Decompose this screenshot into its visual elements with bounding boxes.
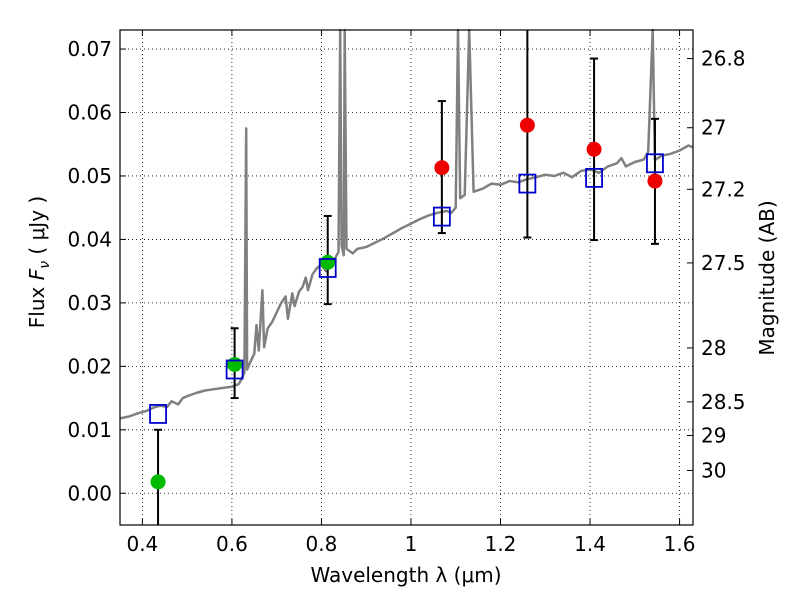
grid (120, 30, 693, 525)
observed-point (647, 173, 663, 189)
model-square-point (149, 404, 167, 424)
model-square-point (646, 153, 664, 174)
y-tick-label: 0.04 (67, 227, 112, 251)
x-tick-label: 1.4 (574, 532, 606, 556)
x-tick-label: 0.8 (306, 532, 338, 556)
observed-point (519, 117, 535, 133)
x-tick-label: 0.4 (126, 532, 158, 556)
y2-tick-label: 28 (701, 336, 726, 360)
model-square-point (225, 359, 244, 380)
y-axis-title-symbol: F (25, 268, 49, 280)
y-tick-label: 0.06 (67, 101, 112, 125)
y2-tick-label: 27.2 (701, 177, 746, 201)
observed-point (586, 141, 602, 157)
y2-tick-label: 30 (701, 458, 726, 482)
model-square-point (518, 173, 537, 194)
x-tick-label: 1.2 (485, 532, 517, 556)
y-axis-title-suffix: ( μJy ) (25, 196, 49, 261)
x-axis-title: Wavelength λ (μm) (310, 563, 501, 587)
spectrum-line (119, 28, 694, 420)
y2-tick-label: 28.5 (701, 390, 746, 414)
y-tick-label: 0.07 (67, 37, 112, 61)
y-tick-label: 0.03 (67, 291, 112, 315)
y2-tick-label: 26.8 (701, 47, 746, 71)
y2-tick-label: 27 (701, 116, 726, 140)
model-spectrum (119, 28, 694, 420)
axis-ticks: 0.4 0.6 0.8 1 1.2 1.4 1.6 0.00 0.01 0.02 0.03 0.04 0… (67, 30, 746, 556)
y-tick-label: 0.00 (67, 481, 112, 505)
model-square-point (585, 167, 603, 188)
y2-tick-label: 29 (701, 424, 726, 448)
model-square-point (318, 258, 337, 278)
y-tick-label: 0.02 (67, 354, 112, 378)
x-tick-label: 1.6 (664, 532, 696, 556)
plot-frame (119, 29, 694, 526)
observed-point (227, 356, 243, 372)
model-square-point (432, 206, 451, 227)
x-tick-label: 1 (405, 532, 418, 556)
y-tick-label: 0.01 (67, 418, 112, 442)
observed-point (150, 474, 166, 490)
y-axis-title: Flux Fν ( μJy ) (25, 196, 53, 328)
y2-tick-label: 27.5 (701, 251, 746, 275)
y2-axis-title: Magnitude (AB) (755, 200, 779, 355)
y-axis-title-subscript: ν (37, 261, 53, 269)
observed-point (320, 254, 336, 270)
x-tick-label: 0.6 (216, 532, 248, 556)
y-axis-title-prefix: Flux (25, 280, 49, 328)
observed-point (434, 160, 450, 176)
photometry-points (149, 30, 664, 525)
y-tick-label: 0.05 (67, 164, 112, 188)
